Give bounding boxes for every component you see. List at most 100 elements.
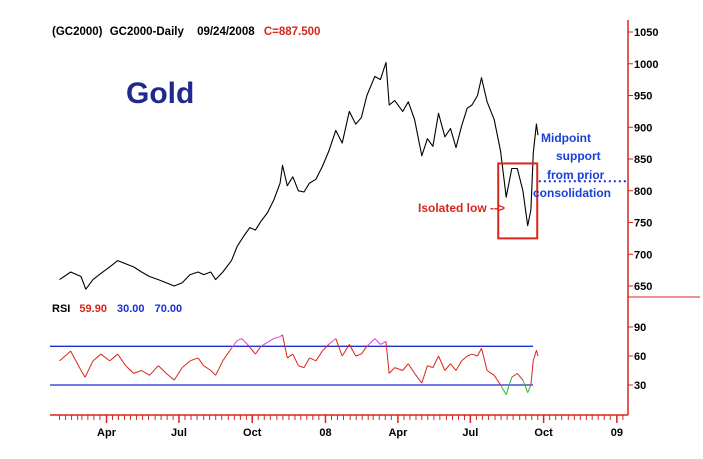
rsi-segment [210,370,216,376]
rsi-segment [432,355,439,368]
midpoint-label-1: Midpoint [541,131,591,145]
rsi-segment [532,350,537,361]
midpoint-label-3: from prior [547,168,605,182]
rsi-segment [231,340,238,349]
rsi-segment [461,355,468,362]
x-tick-label: Jul [462,427,478,439]
x-tick-label: Oct [534,427,553,439]
x-tick-label: Apr [388,427,408,439]
rsi-segment [109,353,118,362]
isolated-low-box [497,162,539,240]
rsi-segment [522,379,529,393]
x-tick-label: Jul [171,427,187,439]
rsi-label: RSI [52,303,70,315]
rsi-segment [335,338,343,357]
rsi-segment [181,360,191,368]
rsi-segment [281,334,288,359]
rsi-segment [516,373,524,381]
rsi-value: 59.90 [79,303,107,315]
rsi-segment [292,353,299,366]
chart-date: 09/24/2008 [197,26,255,38]
rsi-upper: 70.00 [155,303,183,315]
rsi-segment [328,338,337,345]
rsi-segment [450,363,457,371]
rsi-segment [267,338,274,343]
rsi-segment [407,363,416,374]
rsi-segment [500,384,507,395]
rsi-segment [254,346,262,355]
rsi-segment [100,353,111,362]
rsi-segment [303,357,310,368]
rsi-segment [385,341,390,374]
rsi-lower: 30.00 [117,303,145,315]
rsi-segment [92,353,102,362]
price-tick-label: 900 [634,122,652,134]
rsi-segment [505,377,513,395]
x-tick-label: Oct [243,427,262,439]
rsi-segment [80,370,86,378]
rsi-segment [477,348,482,357]
rsi-segment [374,338,381,345]
rsi-segment [197,357,205,366]
price-tick-label: 1050 [634,27,658,39]
rsi-segment [493,375,502,386]
rsi-segment [366,338,376,347]
rsi-segment [402,363,409,371]
price-tick-label: 800 [634,186,652,198]
rsi-segment [298,365,305,369]
rsi-header: RSI 59.90 30.00 70.00 [52,303,182,315]
rsi-segment [241,338,248,345]
rsi-segment [260,342,268,347]
rsi-segment [70,350,82,371]
price-tick-label: 950 [634,91,652,103]
rsi-segment [530,360,534,386]
rsi-reference-lines [50,345,533,386]
rsi-segment [309,357,317,362]
rsi-tick-label: 90 [634,322,646,334]
x-tick-label: 08 [319,427,331,439]
rsi-segment [444,363,451,371]
rsi-segment [527,384,532,393]
rsi-segment [535,350,539,357]
rsi-segment [341,344,350,357]
midpoint-label-4: consolidation [533,186,611,200]
x-tick-label: Apr [97,427,117,439]
price-tick-label: 850 [634,154,652,166]
rsi-segment [360,346,368,355]
isolated-low-label: Isolated low --> [418,201,505,215]
rsi-axis: 30 60 90 [628,322,646,392]
midpoint-label-2: support [556,149,601,163]
rsi-segment [215,360,224,376]
price-tick-label: 700 [634,249,652,261]
rsi-segment [315,350,323,362]
rsi-segment [427,365,434,369]
rsi-segment [203,365,212,371]
rsi-segment [394,367,403,371]
x-tick-label: 09 [611,427,623,439]
price-tick-label: 650 [634,281,652,293]
rsi-segment [165,373,175,381]
rsi-segment [236,338,243,341]
rsi-segment [414,373,423,384]
price-line [59,61,539,290]
rsi-segment [286,353,294,359]
rsi-segment [511,372,518,378]
rsi-segment [247,344,256,355]
rsi-segment [471,353,478,357]
rsi-tick-label: 30 [634,380,646,392]
rsi-segment [380,341,387,345]
rsi-segment [481,348,488,371]
rsi-line [59,334,539,395]
rsi-segment [486,370,495,376]
rsi-segment [84,360,94,378]
x-axis: Apr Jul Oct 08 Apr Jul Oct 09 [50,414,628,439]
rsi-segment [388,367,396,374]
rsi-tick-label: 60 [634,351,646,363]
price-axis: 650 700 750 800 850 900 950 1000 1050 [627,20,700,415]
header-text: (GC2000) GC2000-Daily 09/24/2008 C=887.5… [52,26,320,38]
rsi-segment [455,360,463,371]
symbol-name: GC2000-Daily [110,26,185,38]
price-tick-label: 750 [634,218,652,230]
rsi-segment [117,353,127,366]
